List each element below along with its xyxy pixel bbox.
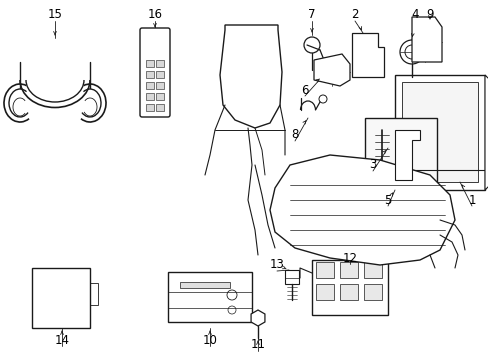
Text: 7: 7 [307, 9, 315, 22]
Polygon shape [32, 268, 90, 328]
Circle shape [253, 314, 262, 322]
Text: 8: 8 [291, 129, 298, 141]
Bar [146, 93, 154, 99]
Bar [339, 262, 357, 278]
Circle shape [227, 306, 236, 314]
Bar [156, 59, 163, 67]
Circle shape [368, 66, 376, 74]
Bar [339, 284, 357, 300]
Bar [401, 82, 477, 182]
Text: 2: 2 [350, 9, 358, 22]
Bar [180, 282, 229, 288]
Text: 5: 5 [384, 194, 391, 207]
Polygon shape [351, 33, 383, 77]
Circle shape [404, 45, 418, 59]
Text: 11: 11 [250, 338, 265, 351]
Circle shape [304, 37, 319, 53]
Bar [363, 262, 381, 278]
Bar [156, 81, 163, 89]
Text: 4: 4 [410, 9, 418, 22]
Polygon shape [220, 25, 282, 128]
Bar [156, 71, 163, 77]
Text: 10: 10 [202, 333, 217, 346]
Polygon shape [394, 130, 419, 180]
Polygon shape [484, 75, 488, 190]
Bar [90, 283, 98, 305]
Bar [146, 59, 154, 67]
Text: 14: 14 [54, 333, 69, 346]
Bar [146, 81, 154, 89]
Text: 12: 12 [342, 252, 357, 265]
Bar [168, 272, 251, 322]
Text: 3: 3 [368, 158, 376, 171]
Polygon shape [250, 310, 264, 326]
Bar [146, 71, 154, 77]
Bar [363, 284, 381, 300]
Text: 16: 16 [147, 9, 162, 22]
Text: 6: 6 [301, 84, 308, 96]
Text: 15: 15 [47, 9, 62, 22]
Bar [394, 75, 484, 190]
Circle shape [148, 40, 162, 54]
Text: 1: 1 [468, 194, 475, 207]
Bar [146, 104, 154, 111]
Circle shape [318, 95, 326, 103]
Bar [156, 93, 163, 99]
Bar [364, 118, 436, 190]
Circle shape [399, 40, 423, 64]
Circle shape [399, 160, 409, 170]
Text: 13: 13 [269, 258, 284, 271]
Text: 9: 9 [426, 9, 433, 22]
Polygon shape [313, 54, 349, 86]
Circle shape [321, 58, 329, 66]
Polygon shape [411, 17, 441, 62]
Bar [44, 278, 74, 306]
Bar [315, 262, 333, 278]
Bar [311, 260, 387, 315]
Circle shape [226, 290, 237, 300]
Polygon shape [269, 155, 454, 265]
FancyBboxPatch shape [140, 28, 170, 117]
Bar [315, 284, 333, 300]
Bar [156, 104, 163, 111]
Bar [285, 270, 298, 284]
